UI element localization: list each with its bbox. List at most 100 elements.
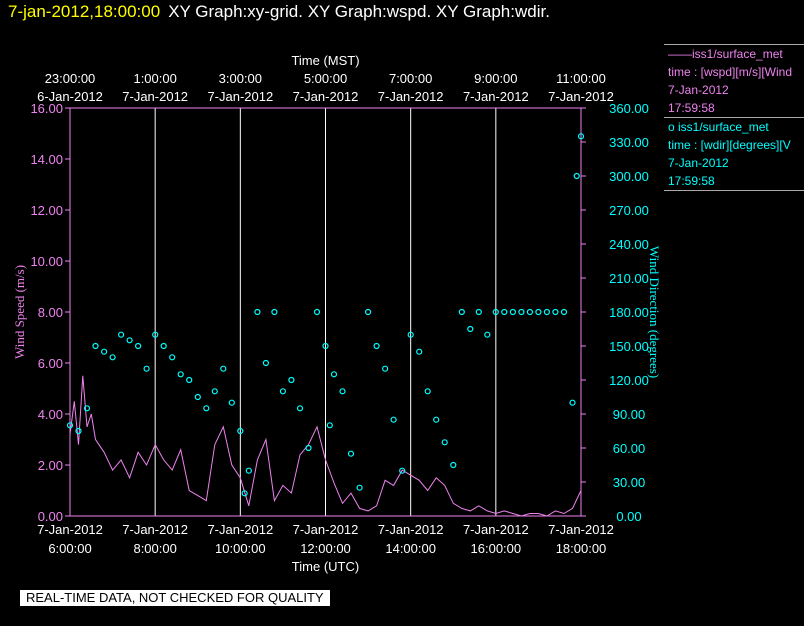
- wind-direction-point: [237, 427, 244, 435]
- wind-direction-point: [399, 467, 406, 474]
- wind-direction-point: [100, 348, 108, 355]
- wind-direction-point: [288, 376, 295, 384]
- top-tick-time: 1:00:00: [133, 71, 176, 86]
- top-tick-time: 11:00:00: [556, 71, 606, 86]
- wind-direction-point: [186, 376, 193, 384]
- wind-direction-point: [135, 342, 142, 350]
- wind-direction-point: [83, 405, 91, 412]
- wind-direction-point: [203, 405, 210, 412]
- wind-direction-point: [109, 354, 116, 361]
- right-tick-label: 300.00: [609, 169, 649, 184]
- grid-lines: [154, 108, 497, 516]
- bottom-tick-time: 6:00:00: [48, 541, 91, 556]
- bottom-tick-time: 10:00:00: [215, 541, 266, 556]
- wind-direction-point: [492, 308, 499, 316]
- wind-direction-point: [577, 133, 585, 140]
- left-tick-label: 2.00: [38, 458, 63, 473]
- wind-direction-point: [526, 308, 534, 316]
- wind-direction-point: [220, 365, 227, 372]
- left-tick-label: 16.00: [30, 101, 63, 116]
- right-tick-label: 120.00: [609, 373, 649, 388]
- top-tick-time: 5:00:00: [304, 71, 347, 86]
- legend-series-date: 7-Jan-2012: [668, 83, 729, 97]
- bottom-tick-date: 7-Jan-2012: [207, 522, 273, 537]
- left-tick-label: 4.00: [38, 407, 63, 422]
- wind-direction-point: [152, 331, 159, 338]
- legend-entry-wind-speed: ——iss1/surface_met time : [wspd][m/s][Wi…: [664, 44, 804, 118]
- wind-direction-point: [407, 331, 414, 338]
- wind-direction-point: [271, 308, 278, 316]
- right-tick-label: 150.00: [609, 339, 649, 354]
- wind-direction-point: [211, 388, 218, 395]
- right-tick-label: 90.00: [613, 407, 646, 422]
- legend: ——iss1/surface_met time : [wspd][m/s][Wi…: [664, 44, 804, 191]
- wind-direction-point: [518, 308, 525, 316]
- top-tick-time: 7:00:00: [389, 71, 432, 86]
- wind-direction-point: [194, 393, 201, 401]
- wind-direction-point: [441, 439, 448, 446]
- right-tick-label: 270.00: [609, 203, 649, 218]
- bottom-tick-time: 12:00:00: [300, 541, 351, 556]
- wind-direction-point: [254, 308, 261, 316]
- top-tick-date: 7-Jan-2012: [122, 89, 188, 104]
- wind-speed-line: [69, 375, 582, 517]
- left-axis-label: Wind Speed (m/s): [12, 265, 27, 359]
- wind-direction-point: [382, 365, 389, 372]
- wind-direction-point: [552, 308, 559, 316]
- bottom-tick-date: 7-Jan-2012: [463, 522, 529, 537]
- bottom-tick-time: 16:00:00: [471, 541, 522, 556]
- left-tick-label: 12.00: [30, 203, 63, 218]
- wind-direction-point: [313, 308, 321, 316]
- bottom-tick-date: 7-Jan-2012: [548, 522, 614, 537]
- wind-direction-point: [143, 365, 150, 372]
- graph-header: 7-jan-2012,18:00:00 XY Graph:xy-grid. XY …: [8, 2, 550, 22]
- left-tick-label: 6.00: [38, 356, 63, 371]
- wind-direction-point: [322, 342, 329, 350]
- legend-series-time: 17:59:58: [668, 174, 715, 188]
- right-tick-label: 30.00: [613, 475, 646, 490]
- right-axis-label: Wind Direction (degrees): [647, 246, 662, 378]
- header-graph-titles: XY Graph:xy-grid. XY Graph:wspd. XY Grap…: [168, 2, 550, 21]
- top-tick-date: 7-Jan-2012: [207, 89, 273, 104]
- top-tick-date: 7-Jan-2012: [548, 89, 614, 104]
- top-tick-date: 7-Jan-2012: [293, 89, 359, 104]
- wind-direction-point: [424, 388, 431, 395]
- right-tick-label: 240.00: [609, 237, 649, 252]
- right-tick-label: 360.00: [609, 101, 649, 116]
- wind-direction-point: [326, 422, 333, 429]
- top-tick-date: 7-Jan-2012: [463, 89, 529, 104]
- wind-direction-point: [569, 399, 576, 406]
- wind-direction-point: [475, 308, 482, 316]
- bottom-tick-date: 7-Jan-2012: [122, 522, 188, 537]
- wind-direction-point: [296, 405, 304, 412]
- bottom-axis-label: Time (UTC): [292, 559, 359, 574]
- wind-speed-series: [69, 375, 582, 517]
- right-tick-label: 330.00: [609, 135, 649, 150]
- bottom-tick-date: 7-Jan-2012: [293, 522, 359, 537]
- wind-direction-point: [390, 416, 397, 423]
- left-tick-label: 14.00: [30, 152, 63, 167]
- wind-direction-point: [241, 490, 248, 497]
- wind-direction-point: [560, 308, 568, 316]
- right-tick-label: 210.00: [609, 271, 649, 286]
- wind-direction-point: [262, 359, 269, 367]
- wind-direction-point: [573, 172, 580, 180]
- wind-direction-series: [66, 133, 585, 497]
- wind-direction-point: [228, 399, 235, 406]
- bottom-tick-date: 7-Jan-2012: [378, 522, 444, 537]
- quality-notice: REAL-TIME DATA, NOT CHECKED FOR QUALITY: [20, 590, 330, 606]
- bottom-tick-time: 18:00:00: [556, 541, 607, 556]
- left-tick-label: 0.00: [38, 509, 63, 524]
- wind-direction-point: [92, 342, 99, 350]
- wind-direction-point: [356, 484, 363, 491]
- wind-direction-point: [416, 348, 423, 355]
- wind-direction-point: [330, 371, 338, 378]
- legend-entry-wind-direction: o iss1/surface_met time : [wdir][degrees…: [664, 118, 804, 191]
- header-timestamp: 7-jan-2012,18:00:00: [8, 2, 161, 21]
- top-tick-time: 23:00:00: [45, 71, 96, 86]
- wind-direction-point: [279, 388, 286, 395]
- right-tick-label: 180.00: [609, 305, 649, 320]
- wind-direction-point: [433, 416, 440, 423]
- left-tick-label: 10.00: [30, 254, 63, 269]
- wind-direction-point: [169, 354, 176, 361]
